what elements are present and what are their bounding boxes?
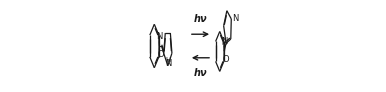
Text: hν: hν [194,68,207,78]
Text: O: O [223,55,229,64]
Text: hν: hν [194,14,207,24]
Text: O: O [158,51,164,59]
Text: N: N [165,59,171,68]
Text: N: N [156,32,163,41]
Text: N: N [221,37,228,46]
Text: H: H [221,40,227,46]
Text: H: H [165,57,171,63]
Text: N: N [232,14,238,23]
